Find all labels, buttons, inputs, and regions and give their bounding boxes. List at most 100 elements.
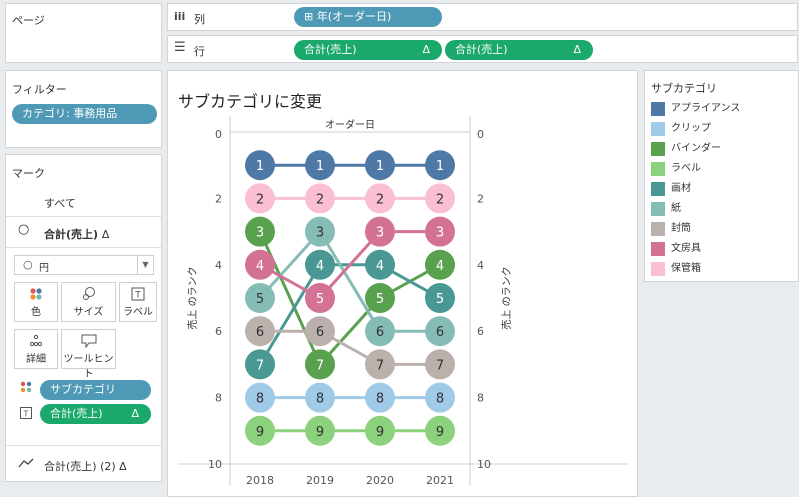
marks-tab-all[interactable]: すべて [44,197,76,210]
legend-item[interactable]: バインダー [651,141,721,159]
data-label: 9 [256,425,264,440]
legend-item[interactable]: 画材 [651,181,691,199]
size-label: サイズ [73,307,104,318]
legend-item-label: バインダー [671,143,721,154]
series-line [258,229,440,333]
color-button[interactable]: 色 [14,282,58,322]
series-line [260,329,440,366]
y-tick-label-right: 2 [477,192,484,205]
data-label: 5 [436,292,444,307]
detail-button[interactable]: 詳細 [14,329,58,369]
data-label: 7 [376,358,384,373]
data-label: 8 [316,392,324,407]
data-label: 6 [436,325,444,340]
y-tick-label-right: 0 [477,128,484,141]
y-tick-label-left: 0 [215,128,222,141]
svg-text:T: T [23,410,29,419]
legend-item[interactable]: 紙 [651,201,681,219]
data-point [365,415,395,446]
marks-card: マーク すべて ○ 合計(売上) Δ ○ 円 ▼ 色 サイズ T ラベル 詳細 [5,154,162,482]
y-tick-label-left: 4 [215,259,222,272]
marks-tab-measure[interactable]: 合計(売上) Δ [44,226,109,242]
y-tick-label-left: 6 [215,325,222,338]
columns-pill-year[interactable]: ⊞ 年(オーダー日) [294,7,442,27]
mark-type-select[interactable]: ○ 円 ▼ [14,255,154,275]
columns-icon: iii [174,10,186,23]
divider [6,247,161,248]
data-point [245,216,275,247]
data-point [365,249,395,280]
size-button[interactable]: サイズ [61,282,116,322]
rows-pill-sales-2[interactable]: 合計(売上) Δ [445,40,593,60]
data-point [365,216,395,247]
data-label: 7 [316,358,324,373]
legend-item[interactable]: 封筒 [651,221,691,239]
data-label: 6 [256,325,264,340]
legend-panel: サブカテゴリ アプライアンス クリップ バインダー ラベル 画材紙封筒 文房具 保管箱 [644,70,799,282]
data-point [305,283,335,313]
marks-field-subcategory[interactable]: サブカテゴリ [40,380,151,400]
data-label: 3 [436,226,444,241]
label-button[interactable]: T ラベル [119,282,157,322]
data-point [245,349,275,380]
legend-item-label: 封筒 [671,223,691,234]
circle-mark-icon: ○ [23,258,33,271]
column-header: オーダー日 [325,118,375,131]
legend-item[interactable]: アプライアンス [651,101,740,119]
line-mark-icon [18,457,34,472]
y-tick-label-left: 8 [215,392,222,405]
text-field-icon: T [20,407,32,422]
rows-pill-sales-1[interactable]: 合計(売上) Δ [294,40,442,60]
tooltip-button[interactable]: ツールヒント [61,329,116,380]
legend-swatch [651,201,665,216]
rows-shelf[interactable]: ☰ 行 合計(売上) Δ 合計(売上) Δ [167,35,798,63]
legend-item[interactable]: 保管箱 [651,261,701,279]
y-tick-label-left: 2 [215,192,222,205]
data-point [245,183,275,214]
legend-swatch [651,241,665,256]
filters-panel: フィルター カテゴリ: 事務用品 [5,70,162,148]
data-point [305,150,335,181]
legend-item-label: 紙 [671,203,681,214]
legend-item-label: クリップ [671,123,711,134]
legend-swatch [651,141,665,156]
y-axis-title-left: 売上 のランク [186,266,199,329]
y-tick-label-right: 6 [477,325,484,338]
data-point [245,415,275,446]
size-icon [62,283,115,303]
mark-type-dropdown-button[interactable]: ▼ [137,256,153,274]
filter-pill-category[interactable]: カテゴリ: 事務用品 [12,104,157,124]
data-label: 6 [316,325,324,340]
data-point [365,349,395,380]
marks-tab-measure-2-label: 合計(売上) (2) [44,460,116,473]
legend-item-label: アプライアンス [671,103,741,114]
text-label-icon: T [120,283,156,303]
legend-swatch [651,181,665,196]
columns-shelf[interactable]: iii 列 ⊞ 年(オーダー日) [167,3,798,31]
tooltip-icon [62,330,115,350]
data-label: 8 [436,392,444,407]
detail-label: 詳細 [26,354,46,365]
data-point [365,283,395,313]
marks-tab-measure-2[interactable]: 合計(売上) (2) Δ [44,458,127,474]
label-label: ラベル [123,307,153,318]
legend-item[interactable]: 文房具 [651,241,701,259]
marks-field-sales-label: 合計(売上) [50,407,103,420]
y-tick-label-right: 10 [477,458,491,471]
data-label: 1 [316,159,324,174]
marks-field-sales[interactable]: 合計(売上) Δ [40,404,151,424]
marks-title: マーク [12,167,45,180]
data-point [425,249,455,280]
legend-item[interactable]: ラベル [651,161,701,179]
legend-item-label: ラベル [671,163,701,174]
divider [6,445,161,446]
delta-icon: Δ [131,407,139,420]
header-band [230,116,470,132]
data-point [425,382,455,413]
data-label: 4 [256,259,264,274]
data-point [245,316,275,347]
data-label: 2 [376,192,384,207]
legend-swatch [651,221,665,236]
legend-item[interactable]: クリップ [651,121,711,139]
data-label: 7 [256,358,264,373]
